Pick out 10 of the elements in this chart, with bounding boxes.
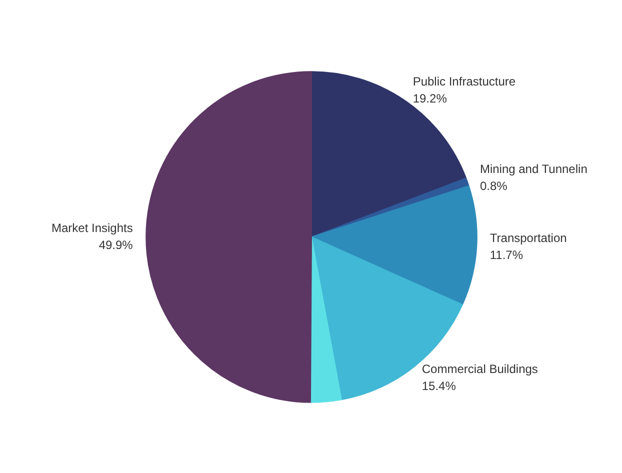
slice-label: Public Infrastucture xyxy=(412,74,516,89)
data-label: 11.7% xyxy=(490,248,524,262)
data-label: 49.9% xyxy=(98,238,134,252)
data-label: 19.2% xyxy=(412,91,448,106)
slice-label: Commercial Buildings xyxy=(422,362,538,376)
slice-label: Mining and Tunnelin xyxy=(480,162,588,176)
data-label: 0.8% xyxy=(480,178,508,193)
slice-label: Transportation xyxy=(490,231,567,246)
data-label: 15.4% xyxy=(422,378,456,393)
slice-label: Market Insights xyxy=(52,221,133,236)
